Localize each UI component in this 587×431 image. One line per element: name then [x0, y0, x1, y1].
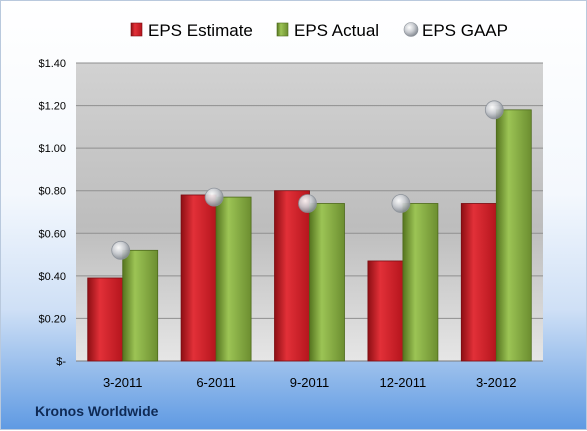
- y-axis: $- $0.20 $0.40 $0.60 $0.80 $1.00 $1.20 $1.40: [38, 58, 66, 368]
- bar-eps-estimate: [87, 277, 124, 362]
- legend-swatch-actual: [276, 22, 289, 37]
- y-tick-label: $0.20: [38, 313, 66, 325]
- bar-eps-estimate: [367, 260, 404, 362]
- bar-eps-actual: [495, 109, 532, 362]
- bar-eps-actual: [122, 249, 159, 362]
- legend-swatch-gaap: [403, 22, 419, 37]
- marker-eps-gaap: [391, 194, 411, 213]
- y-tick-label: $-: [56, 356, 66, 368]
- legend-label: EPS GAAP: [422, 21, 508, 40]
- marker-eps-gaap: [298, 194, 317, 213]
- legend: EPS Estimate EPS Actual EPS GAAP: [130, 21, 508, 40]
- bar-eps-estimate: [460, 203, 497, 362]
- bar-eps-estimate: [180, 194, 217, 362]
- marker-eps-gaap: [484, 100, 504, 120]
- bar-eps-actual: [215, 196, 252, 362]
- gaap-markers: [111, 100, 504, 260]
- x-tick-label: 3-2011: [103, 375, 143, 390]
- x-tick-label: 12-2011: [380, 375, 427, 390]
- legend-label: EPS Estimate: [148, 21, 253, 40]
- y-tick-label: $1.00: [38, 143, 66, 155]
- y-tick-label: $1.20: [38, 101, 66, 113]
- company-label: Kronos Worldwide: [35, 403, 159, 419]
- legend-swatch-estimate: [130, 22, 143, 37]
- x-tick-label: 3-2012: [476, 375, 516, 390]
- y-tick-label: $1.40: [38, 58, 66, 70]
- x-tick-label: 6-2011: [196, 375, 236, 390]
- x-axis: 3-2011 6-2011 9-2011 12-2011 3-2012: [103, 375, 517, 390]
- legend-label: EPS Actual: [294, 21, 379, 40]
- y-tick-label: $0.40: [38, 271, 66, 283]
- bar-eps-estimate: [274, 190, 310, 362]
- bar-eps-actual: [402, 203, 439, 362]
- x-tick-label: 9-2011: [290, 375, 330, 390]
- marker-eps-gaap: [111, 240, 131, 260]
- y-tick-label: $0.80: [38, 186, 66, 198]
- y-tick-label: $0.60: [38, 228, 66, 240]
- bars: [87, 109, 532, 362]
- marker-eps-gaap: [204, 187, 224, 207]
- bar-eps-actual: [309, 203, 345, 362]
